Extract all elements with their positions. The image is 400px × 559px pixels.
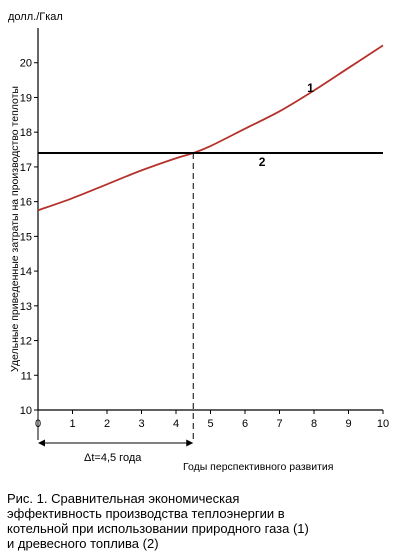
y-ticks: 10 11 12 13 14 15 16 17 18 19 20: [20, 58, 38, 417]
delta-arrow-right-head: [186, 439, 194, 447]
x-tick-label: 2: [104, 418, 110, 430]
caption-line-3: котельной при использовании природного г…: [7, 521, 309, 536]
caption-line-2: эффективность производства теплоэнергии …: [7, 506, 285, 521]
x-axis-title: Годы перспективного развития: [183, 461, 333, 473]
y-tick-label: 12: [20, 336, 32, 348]
y-tick-label: 16: [20, 197, 32, 209]
delta-arrow-left-head: [38, 439, 45, 447]
y-tick-label: 15: [20, 231, 32, 243]
annotation-layer: Δt=4,5 года: [37, 153, 194, 464]
x-tick-label: 3: [138, 418, 144, 430]
x-tick-label: 4: [173, 418, 179, 430]
y-tick-label: 10: [20, 405, 32, 417]
series-layer: 12: [37, 44, 384, 212]
x-tick-label: 10: [377, 418, 389, 430]
x-tick-label: 8: [311, 418, 317, 430]
x-tick-label: 5: [207, 418, 213, 430]
series-1-label: 1: [307, 81, 314, 95]
series-1-line: [37, 44, 384, 212]
y-tick-label: 18: [20, 127, 32, 139]
unit-label: долл./Гкал: [8, 11, 63, 23]
y-tick-label: 11: [21, 370, 32, 382]
x-tick-label: 9: [345, 418, 351, 430]
y-tick-label: 14: [20, 266, 32, 278]
y-tick-label: 17: [20, 162, 32, 174]
x-tick-label: 7: [276, 418, 282, 430]
y-axis-title: Удельные приведенные затраты на производ…: [9, 86, 21, 372]
y-tick-label: 13: [20, 301, 32, 313]
figure-caption: Рис. 1. Сравнительная экономическая эффе…: [7, 491, 397, 551]
caption-line-1: Рис. 1. Сравнительная экономическая: [7, 491, 240, 506]
x-tick-label: 6: [242, 418, 248, 430]
y-tick-label: 20: [20, 58, 32, 70]
y-tick-label: 19: [20, 92, 32, 104]
delta-t-label: Δt=4,5 года: [84, 452, 142, 464]
x-tick-label: 1: [69, 418, 75, 430]
caption-line-4: и древесного топлива (2): [7, 536, 159, 551]
chart: долл./Гкал Удельные приведенные затраты …: [8, 11, 389, 473]
series-2-label: 2: [259, 155, 266, 169]
